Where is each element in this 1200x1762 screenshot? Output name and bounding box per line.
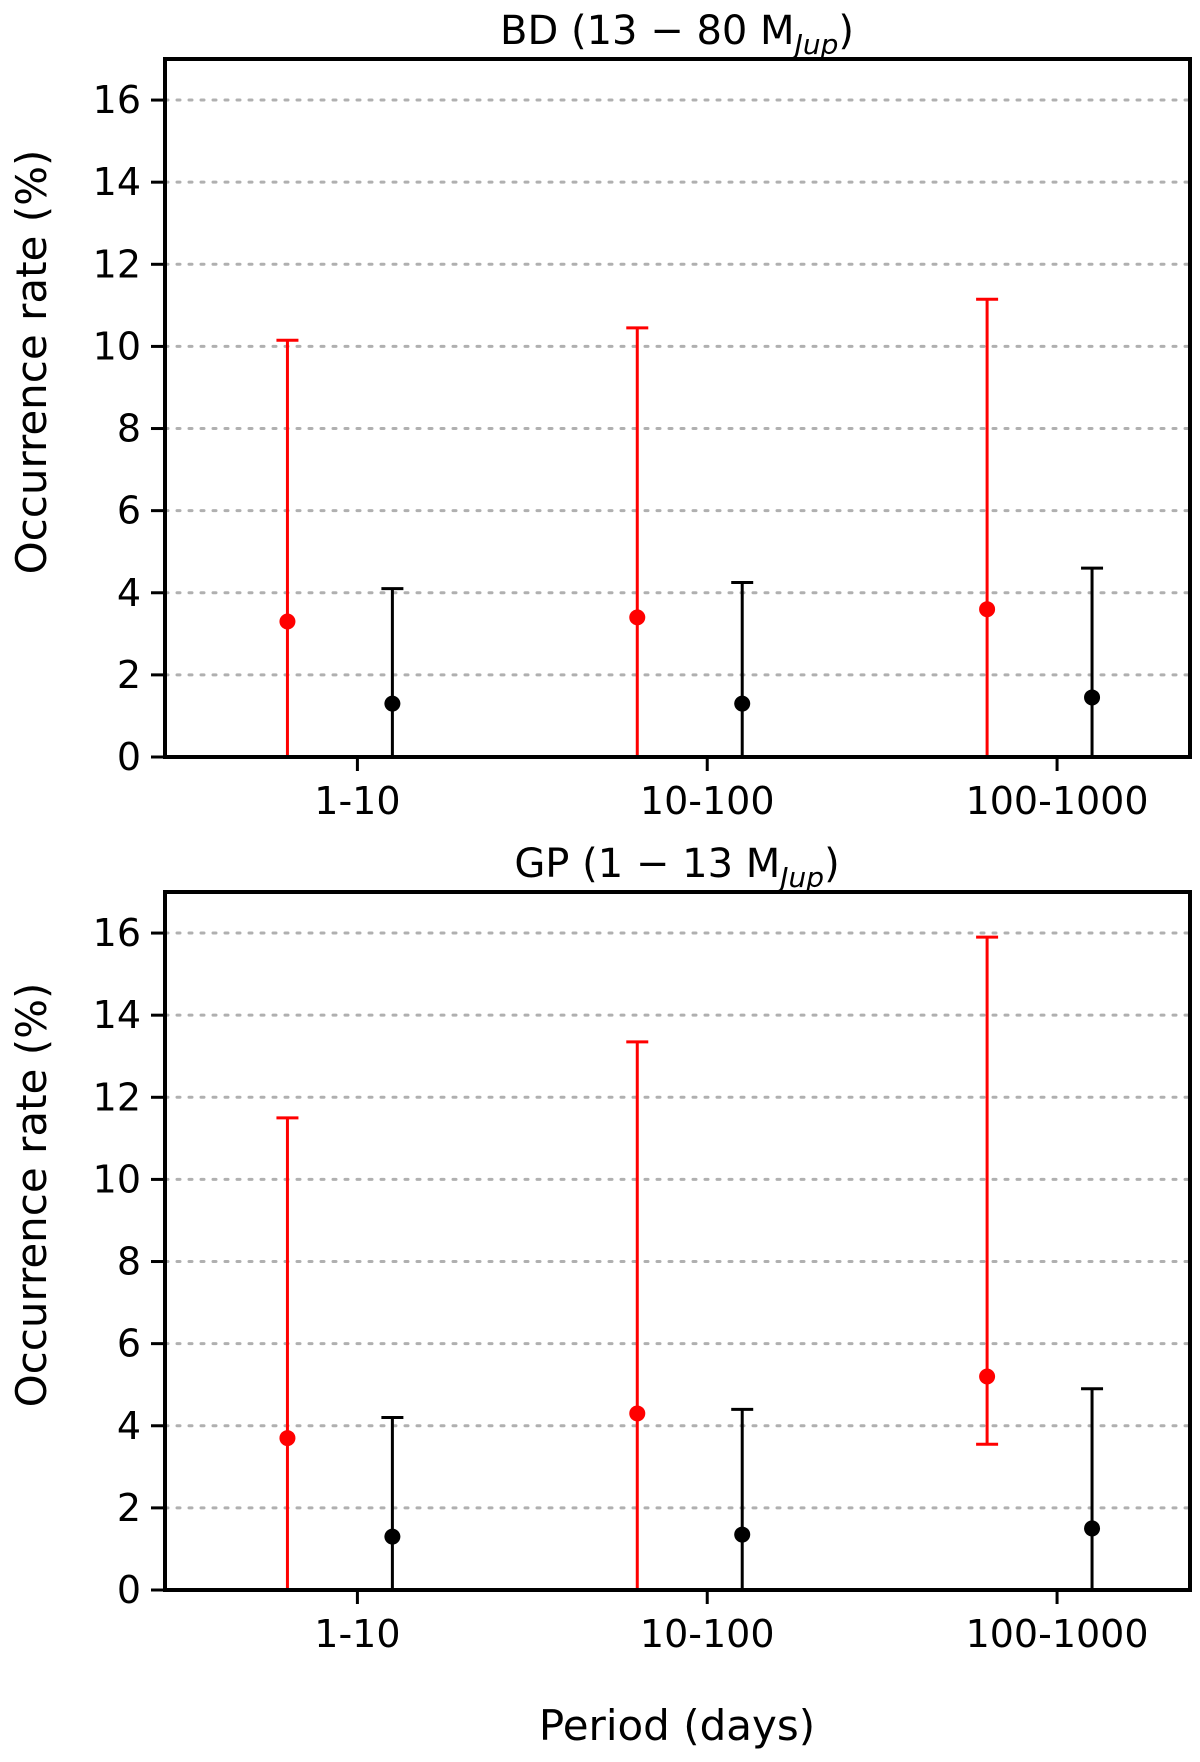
bd-y-tick-label: 6 bbox=[117, 489, 141, 533]
gp-y-tick-label: 4 bbox=[117, 1404, 141, 1448]
bd-x-tick-label: 1-10 bbox=[314, 779, 400, 823]
bd-panel: BD (13 − 80 MJup) Occurrence rate (%) 0 2… bbox=[7, 8, 1192, 823]
bd-red-point bbox=[979, 601, 996, 618]
bd-x-tick-label: 100-1000 bbox=[966, 779, 1149, 823]
gp-panel: GP (1 − 13 MJup) Occurrence rate (%) 0 2 4… bbox=[7, 841, 1192, 1656]
gp-x-tick-label: 1-10 bbox=[314, 1612, 400, 1656]
bd-y-tick-label: 16 bbox=[93, 78, 141, 122]
bd-y-tick-label: 0 bbox=[117, 735, 141, 779]
bd-y-tick-label: 2 bbox=[117, 653, 141, 697]
gp-red-point bbox=[629, 1405, 646, 1422]
bd-plot-frame bbox=[163, 57, 1192, 759]
bd-y-tick-label: 4 bbox=[117, 571, 141, 615]
gp-plot-frame bbox=[163, 890, 1192, 1592]
gp-black-point bbox=[384, 1528, 401, 1545]
bd-panel-title: BD (13 − 80 MJup) bbox=[500, 8, 854, 61]
gp-y-tick-label: 0 bbox=[117, 1568, 141, 1612]
bd-y-tick-label: 12 bbox=[93, 242, 141, 286]
gp-y-tick-label: 14 bbox=[93, 993, 141, 1037]
bd-y-tick-label: 14 bbox=[93, 160, 141, 204]
gp-x-tick-label: 100-1000 bbox=[966, 1612, 1149, 1656]
gp-panel-title: GP (1 − 13 MJup) bbox=[514, 841, 839, 894]
bd-red-point bbox=[629, 609, 646, 626]
bd-y-axis-label: Occurrence rate (%) bbox=[7, 150, 56, 575]
gp-red-point bbox=[979, 1368, 996, 1385]
bd-y-tick-label: 10 bbox=[93, 324, 141, 368]
bd-x-tick-label: 10-100 bbox=[640, 779, 775, 823]
bd-black-point bbox=[384, 695, 401, 712]
gp-x-tick-label: 10-100 bbox=[640, 1612, 775, 1656]
bd-y-tick-label: 8 bbox=[117, 407, 141, 451]
gp-red-point bbox=[279, 1430, 296, 1447]
bd-red-point bbox=[279, 613, 296, 630]
bd-black-point bbox=[734, 695, 751, 712]
gp-y-tick-label: 8 bbox=[117, 1240, 141, 1284]
bd-black-point bbox=[1084, 689, 1101, 706]
gp-y-tick-label: 12 bbox=[93, 1075, 141, 1119]
gp-y-axis-label: Occurrence rate (%) bbox=[7, 983, 56, 1408]
gp-y-tick-label: 10 bbox=[93, 1157, 141, 1201]
gp-y-tick-label: 6 bbox=[117, 1322, 141, 1366]
gp-black-point bbox=[734, 1526, 751, 1543]
x-axis-label: Period (days) bbox=[539, 1701, 815, 1750]
gp-black-point bbox=[1084, 1520, 1101, 1537]
gp-y-tick-label: 16 bbox=[93, 911, 141, 955]
gp-y-tick-label: 2 bbox=[117, 1486, 141, 1530]
